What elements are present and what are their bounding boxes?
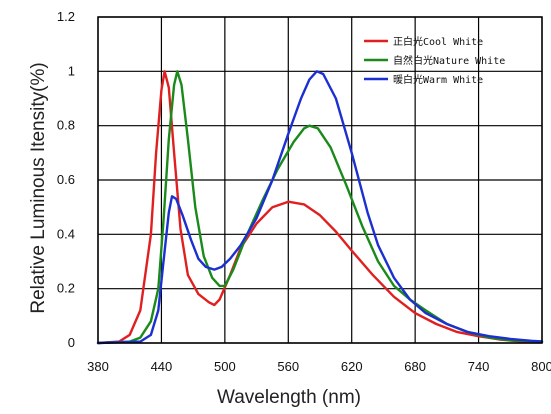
x-axis-label: Wavelength (nm) [217, 387, 361, 408]
x-tick-label: 440 [151, 359, 173, 374]
x-tick-label: 500 [214, 359, 236, 374]
y-tick-label: 0.8 [57, 118, 75, 133]
y-tick-label: 1.2 [57, 9, 75, 24]
plot-area-frame [97, 16, 543, 344]
legend-label-2: 暖白光Warm White [393, 73, 483, 86]
series-line-2 [96, 70, 544, 345]
x-axis-ticks: 380 440 500 560 620 680 740 800 [87, 359, 551, 374]
x-tick-label: 620 [341, 359, 363, 374]
y-tick-label: 1 [68, 63, 75, 78]
grid [97, 16, 543, 344]
x-tick-label: 380 [87, 359, 109, 374]
y-axis-label: Relative Luminous Itensity(%) [28, 62, 49, 313]
y-tick-label: 0.6 [57, 172, 75, 187]
x-tick-label: 740 [468, 359, 490, 374]
legend-label-1: 自然白光Nature White [393, 54, 505, 67]
y-tick-label: 0.4 [57, 226, 75, 241]
x-tick-label: 560 [277, 359, 299, 374]
series-line-1 [96, 70, 544, 345]
x-tick-label: 680 [404, 359, 426, 374]
y-tick-label: 0 [68, 335, 75, 350]
series-lines [96, 70, 544, 345]
legend-label-0: 正白光Cool White [393, 35, 483, 48]
y-axis-ticks: 0 0.2 0.4 0.6 0.8 1 1.2 [57, 9, 75, 350]
legend: 正白光Cool White 自然白光Nature White 暖白光Warm Whi… [364, 35, 505, 86]
x-tick-label: 800 [531, 359, 551, 374]
y-tick-label: 0.2 [57, 281, 75, 296]
